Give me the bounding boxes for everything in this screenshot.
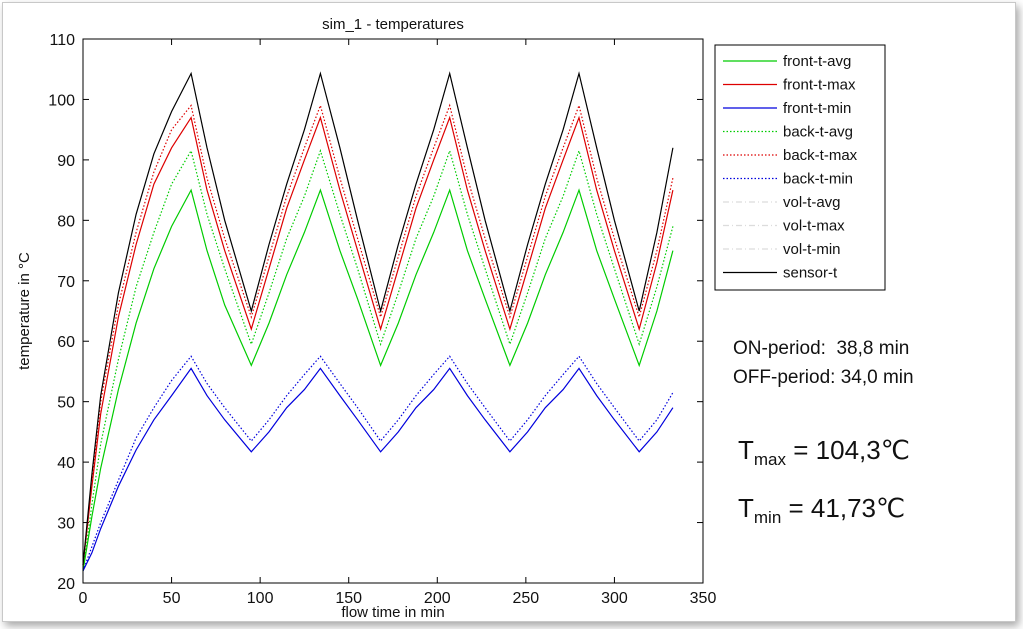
figure-frame: sim_1 - temperatures flow time in min te… xyxy=(2,2,1016,622)
series-line-back-t-min xyxy=(82,355,674,572)
legend-label-vol-t-avg: vol-t-avg xyxy=(783,194,841,211)
series-lines xyxy=(82,71,674,572)
axis-ticks: 0 50 100 150 200 250 300 350 20 30 40 50 60 70 80 90 100… xyxy=(48,32,716,607)
x-tick-label: 300 xyxy=(601,590,628,607)
y-tick-label: 100 xyxy=(48,92,75,109)
x-axis-label: flow time in min xyxy=(341,604,444,621)
legend-label-vol-t-min: vol-t-min xyxy=(783,241,841,258)
y-tick-label: 60 xyxy=(57,334,75,351)
y-tick-label: 110 xyxy=(49,32,75,49)
plot-area-border xyxy=(82,38,704,584)
x-tick-label: 350 xyxy=(690,590,717,607)
legend-label-back-t-max: back-t-max xyxy=(783,147,858,164)
legend-label-front-t-min: front-t-min xyxy=(783,100,851,117)
series-line-front-t-min xyxy=(82,367,674,572)
chart-title: sim_1 - temperatures xyxy=(322,16,464,33)
x-tick-label: 200 xyxy=(424,590,451,607)
y-axis-label: temperature in °C xyxy=(16,252,33,370)
x-tick-label: 100 xyxy=(247,590,274,607)
off-period-label: OFF-period: 34,0 min xyxy=(733,367,914,388)
y-tick-label: 40 xyxy=(57,455,75,472)
tmax-value: = 104,3℃ xyxy=(786,435,910,465)
y-tick-label: 80 xyxy=(57,213,75,230)
series-line-front-t-avg xyxy=(82,188,674,571)
series-line-back-t-max xyxy=(82,103,674,565)
tmin-symbol: T xyxy=(738,493,754,523)
y-tick-label: 90 xyxy=(57,153,75,170)
legend-label-back-t-avg: back-t-avg xyxy=(783,124,853,141)
x-tick-label: 0 xyxy=(79,590,88,607)
legend-box xyxy=(714,44,886,291)
x-tick-label: 50 xyxy=(163,590,181,607)
legend-label-sensor-t: sensor-t xyxy=(783,265,838,282)
y-tick-label: 70 xyxy=(57,274,75,291)
tmax-annotation: Tmax = 104,3℃ xyxy=(738,435,910,470)
legend: front-t-avg front-t-max front-t-min back-t-… xyxy=(714,44,886,291)
tmax-subscript: max xyxy=(753,450,787,469)
x-tick-label: 150 xyxy=(335,590,362,607)
y-tick-label: 50 xyxy=(57,395,75,412)
tmin-subscript: min xyxy=(753,508,782,527)
y-tick-label: 20 xyxy=(57,576,75,593)
temperature-chart: sim_1 - temperatures flow time in min te… xyxy=(16,16,886,621)
legend-label-back-t-min: back-t-min xyxy=(783,171,853,188)
tmin-annotation: Tmin = 41,73℃ xyxy=(738,493,905,528)
series-line-sensor-t xyxy=(82,71,674,565)
series-line-front-t-max xyxy=(82,115,674,565)
series-line-back-t-avg xyxy=(82,148,674,571)
x-tick-label: 250 xyxy=(513,590,540,607)
y-tick-label: 30 xyxy=(57,516,75,533)
on-period-label: ON-period: 38,8 min xyxy=(733,338,910,359)
legend-label-front-t-avg: front-t-avg xyxy=(783,53,851,70)
legend-label-front-t-max: front-t-max xyxy=(783,77,856,94)
tmin-value: = 41,73℃ xyxy=(781,493,906,523)
tmax-symbol: T xyxy=(738,435,754,465)
legend-label-vol-t-max: vol-t-max xyxy=(783,218,845,235)
